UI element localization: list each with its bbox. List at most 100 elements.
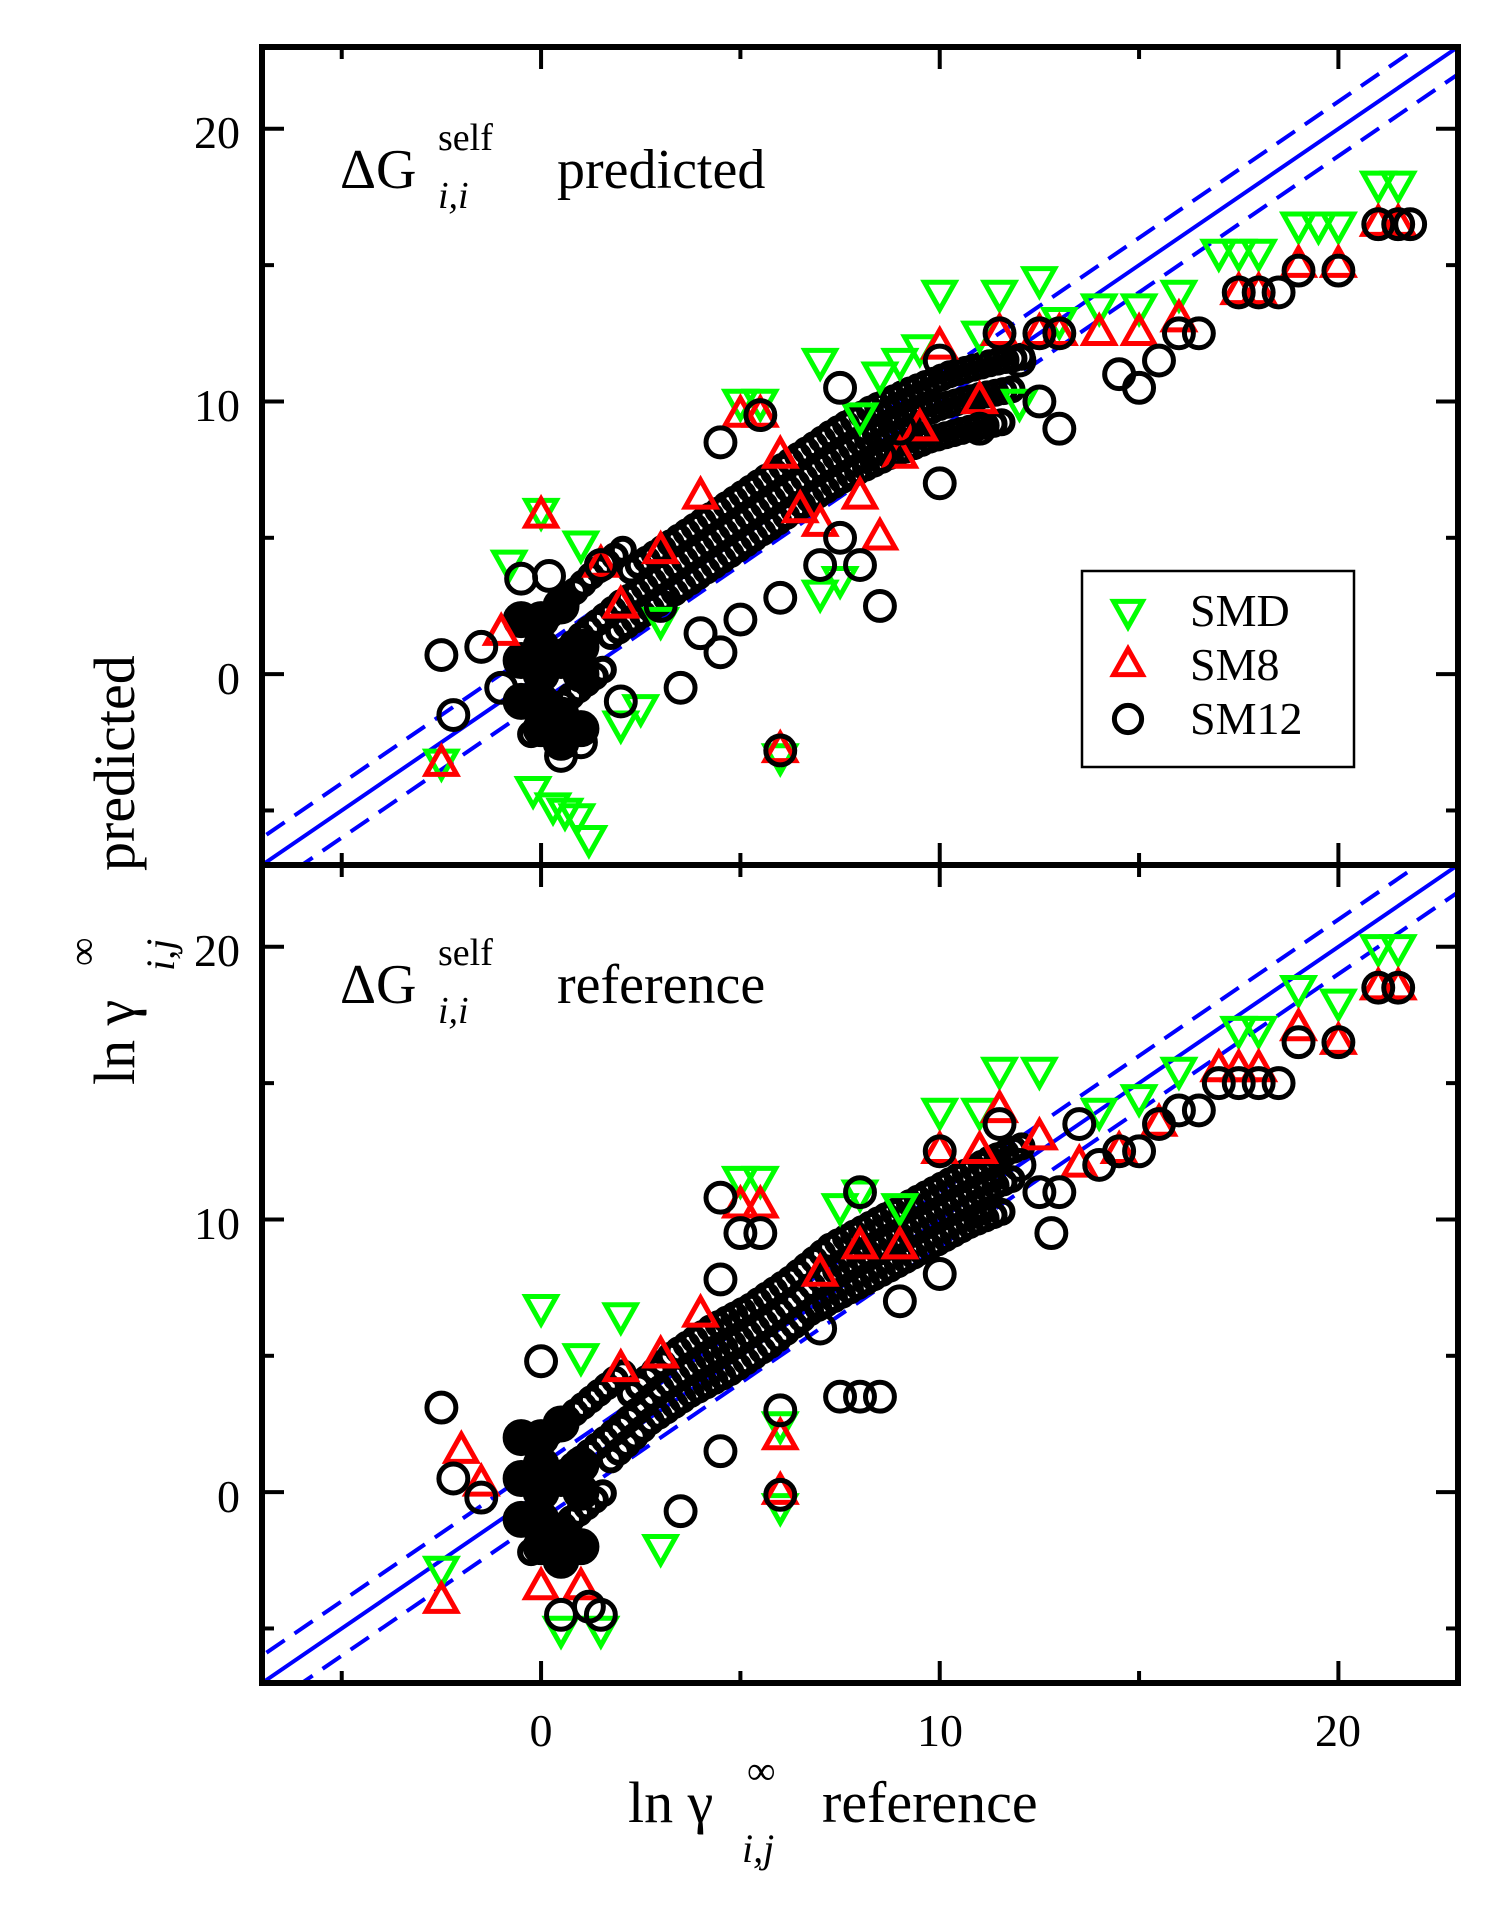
bottom-smd-point-22	[1239, 1015, 1279, 1051]
bottom-sm12-point-18	[862, 1379, 897, 1414]
bottom-sm12-point-43	[1381, 970, 1416, 1005]
bottom-sm12-point-38	[1241, 1066, 1276, 1101]
bottom-sm12-point-20	[882, 1284, 917, 1319]
x-axis-label-base: ln γ	[628, 1770, 713, 1835]
bottom-sm8-point-18	[1019, 1115, 1059, 1151]
bottom-smd-point-8	[740, 1165, 780, 1201]
top-sm8-point-5	[680, 474, 721, 510]
bottom-origin-cluster-192	[502, 1500, 540, 1538]
top-sm8-point-16	[960, 379, 1000, 415]
top-sm8-point-4	[641, 529, 681, 565]
top-smd-point-14	[800, 347, 840, 383]
top-panel: 20 10 0 ΔG self i,i predicted SMD SM8 SM…	[194, 44, 1461, 868]
bottom-sm8-point-23	[1219, 1047, 1259, 1083]
top-sm8-point-9	[780, 488, 820, 524]
bottom-data-points	[421, 934, 1418, 1651]
bottom-sm12-point-34	[1161, 1093, 1196, 1128]
top-sm12-point-47	[763, 733, 798, 768]
top-sm8-point-21	[1119, 311, 1159, 346]
top-sm8-point-12	[860, 515, 900, 551]
top-smd-point-31	[1219, 238, 1259, 274]
top-smd-point-5	[557, 803, 597, 839]
bottom-smd-point-17	[1019, 1056, 1059, 1092]
top-y-tick-label-10: 10	[194, 380, 240, 431]
bottom-sm8-point-10	[760, 1415, 800, 1451]
bottom-sm8-point-11	[760, 1470, 800, 1505]
bottom-sm12-point-15	[803, 1311, 838, 1346]
bottom-panel-title: ΔG self i,i reference	[340, 932, 765, 1032]
y-axis-label-subscript: i,j	[138, 939, 183, 971]
top-sm8-point-30	[581, 542, 621, 578]
top-smd-point-37	[1378, 170, 1418, 206]
bottom-sm12-point-35	[1181, 1093, 1216, 1128]
bottom-sm12-point-42	[1361, 970, 1396, 1005]
bottom-title-suffix: reference	[557, 954, 765, 1016]
bottom-x-tick-label-20: 20	[1315, 1705, 1361, 1756]
bottom-sm12-point-2	[464, 1480, 499, 1515]
bottom-sm12-point-39	[1261, 1066, 1296, 1101]
bottom-smd-point-5	[601, 1302, 641, 1337]
bottom-sm12-point-36	[1201, 1066, 1236, 1101]
top-smd-point-17	[840, 402, 880, 438]
top-smd-point-9	[601, 710, 641, 746]
bottom-sm8-point-16	[960, 1129, 1000, 1164]
top-sm8-point-11	[840, 474, 880, 510]
bottom-smd-point-13	[880, 1193, 920, 1228]
top-sm12-point-46	[1393, 207, 1428, 242]
bottom-smd-point-0	[421, 1555, 461, 1591]
top-sm12-point-38	[1181, 316, 1216, 351]
bottom-sm8-point-2	[461, 1461, 501, 1497]
bottom-lower-band-line	[298, 889, 1458, 1683]
bottom-sm8-point-7	[680, 1292, 721, 1328]
bottom-dense-cluster	[502, 1132, 1036, 1579]
top-sm12-point-15	[763, 580, 798, 615]
bottom-smd-point-14	[920, 1097, 960, 1133]
top-sm12-point-3	[464, 629, 499, 664]
bottom-sm12-point-4	[544, 1597, 578, 1632]
legend-label-sm12: SM12	[1190, 693, 1302, 744]
bottom-sm12-point-1	[436, 1461, 471, 1496]
top-sm8-point-17	[979, 311, 1020, 346]
top-sm12-point-42	[1281, 253, 1316, 288]
bottom-sm8-point-4	[561, 1565, 601, 1601]
legend-label-sm8: SM8	[1190, 639, 1279, 690]
top-smd-point-18	[860, 361, 900, 397]
bottom-sm8-point-12	[800, 1251, 840, 1287]
top-sm8-point-20	[1079, 311, 1119, 346]
bottom-sm12-point-0	[424, 1390, 459, 1425]
bottom-origin-cluster-188	[542, 1405, 580, 1443]
bottom-sm12-point-27	[1034, 1216, 1069, 1251]
bottom-y-tick-label-10: 10	[194, 1198, 240, 1249]
bottom-title-prefix: ΔG	[340, 954, 416, 1016]
bottom-axis-ticks	[262, 865, 1458, 1683]
top-sm12-point-19	[823, 520, 858, 555]
bottom-sm12-point-6	[583, 1597, 618, 1632]
top-sm12-point-1	[436, 698, 471, 732]
bottom-sm12-point-10	[703, 1434, 738, 1469]
top-smd-point-25	[1019, 266, 1059, 301]
top-smd-point-4	[545, 797, 585, 833]
top-sm12-point-28	[982, 316, 1017, 351]
top-smd-point-34	[1298, 211, 1339, 247]
top-origin-cluster-193	[502, 642, 540, 679]
bottom-sm12-point-24	[982, 1107, 1017, 1141]
top-sm8-point-15	[920, 324, 960, 360]
top-sm12-point-2	[484, 670, 519, 705]
top-panel-title: ΔG self i,i predicted	[340, 117, 765, 217]
bottom-sm8-point-14	[880, 1224, 920, 1260]
bottom-sm8-point-17	[979, 1088, 1020, 1124]
top-title-superscript: self	[438, 117, 493, 159]
top-sm12-point-39	[1221, 275, 1256, 310]
top-smd-point-21	[920, 279, 960, 315]
top-sm12-point-27	[962, 411, 997, 446]
bottom-smd-point-6	[641, 1533, 681, 1569]
bottom-sm12-point-7	[663, 1494, 698, 1529]
top-sm12-point-37	[1161, 316, 1196, 351]
legend-marker-sm8	[1109, 643, 1147, 678]
bottom-x-tick-label-10: 10	[917, 1705, 963, 1756]
bottom-sm8-point-22	[1199, 1047, 1239, 1083]
top-smd-point-7	[561, 530, 601, 566]
bottom-sm12-point-26	[1022, 1175, 1057, 1210]
top-sm12-point-40	[1241, 275, 1276, 310]
bottom-sm8-point-5	[601, 1347, 641, 1383]
